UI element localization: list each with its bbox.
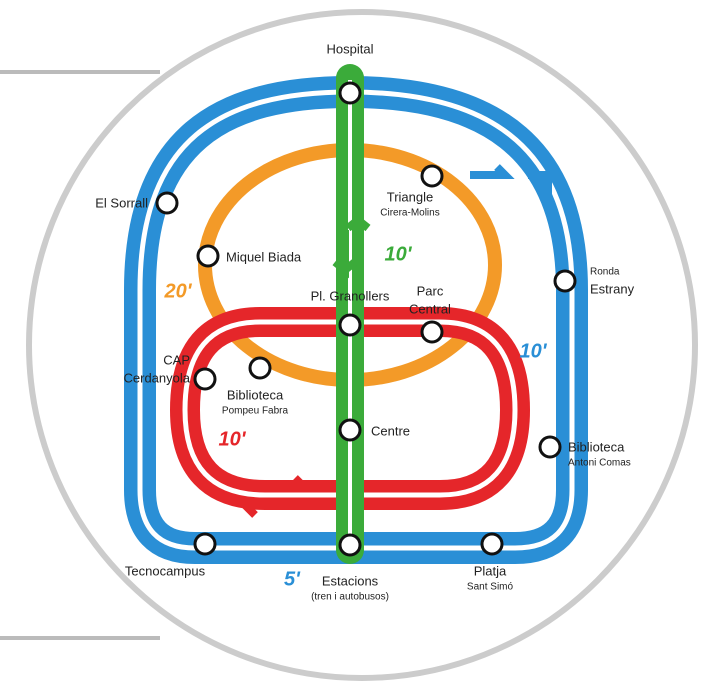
station-label: Cerdanyola (124, 370, 191, 385)
station-sub: Sant Simó (467, 582, 514, 593)
arrow (345, 211, 371, 260)
red-line-gap (182, 319, 518, 498)
arrow (235, 501, 280, 518)
station (420, 164, 444, 188)
frequency-label: 10' (384, 243, 412, 265)
station-label: Parc (417, 283, 444, 298)
station-label: Biblioteca (227, 387, 284, 402)
station-sub: Pompeu Fabra (222, 406, 289, 417)
station (193, 367, 217, 391)
station-label: Pl. Granollers (311, 288, 390, 303)
station-label: Tecnocampus (125, 563, 206, 578)
station-label: Triangle (387, 189, 433, 204)
station-sub: (tren i autobusos) (311, 592, 389, 603)
station (248, 356, 272, 380)
station (338, 313, 362, 337)
station (538, 435, 562, 459)
station (196, 244, 220, 268)
station (338, 533, 362, 557)
arrow (332, 230, 358, 279)
station-label: Hospital (327, 41, 374, 56)
station-label: Biblioteca (568, 439, 625, 454)
arrow (270, 475, 315, 492)
station (155, 191, 179, 215)
station (553, 269, 577, 293)
frequency-label: 10' (519, 340, 547, 362)
station-label: El Sorrall (95, 195, 148, 210)
station (338, 81, 362, 105)
station-label: CAP (163, 352, 190, 367)
frequency-label: 20' (163, 280, 192, 302)
station (193, 532, 217, 556)
station-label: Miquel Biada (226, 249, 302, 264)
station-label: Centre (371, 423, 410, 438)
station-sub: Antoni Comas (568, 458, 631, 469)
station (420, 320, 444, 344)
station-label: Central (409, 301, 451, 316)
station (338, 418, 362, 442)
arrow (470, 164, 515, 179)
frequency-label: 10' (218, 428, 246, 450)
station-label: Estacions (322, 573, 379, 588)
station (480, 532, 504, 556)
arrow (528, 171, 552, 195)
station-label: Ronda (590, 267, 620, 278)
station-label: Platja (474, 563, 507, 578)
frequency-label: 5' (284, 568, 301, 590)
station-label: Estrany (590, 281, 635, 296)
station-sub: Cirera-Molins (380, 208, 439, 219)
